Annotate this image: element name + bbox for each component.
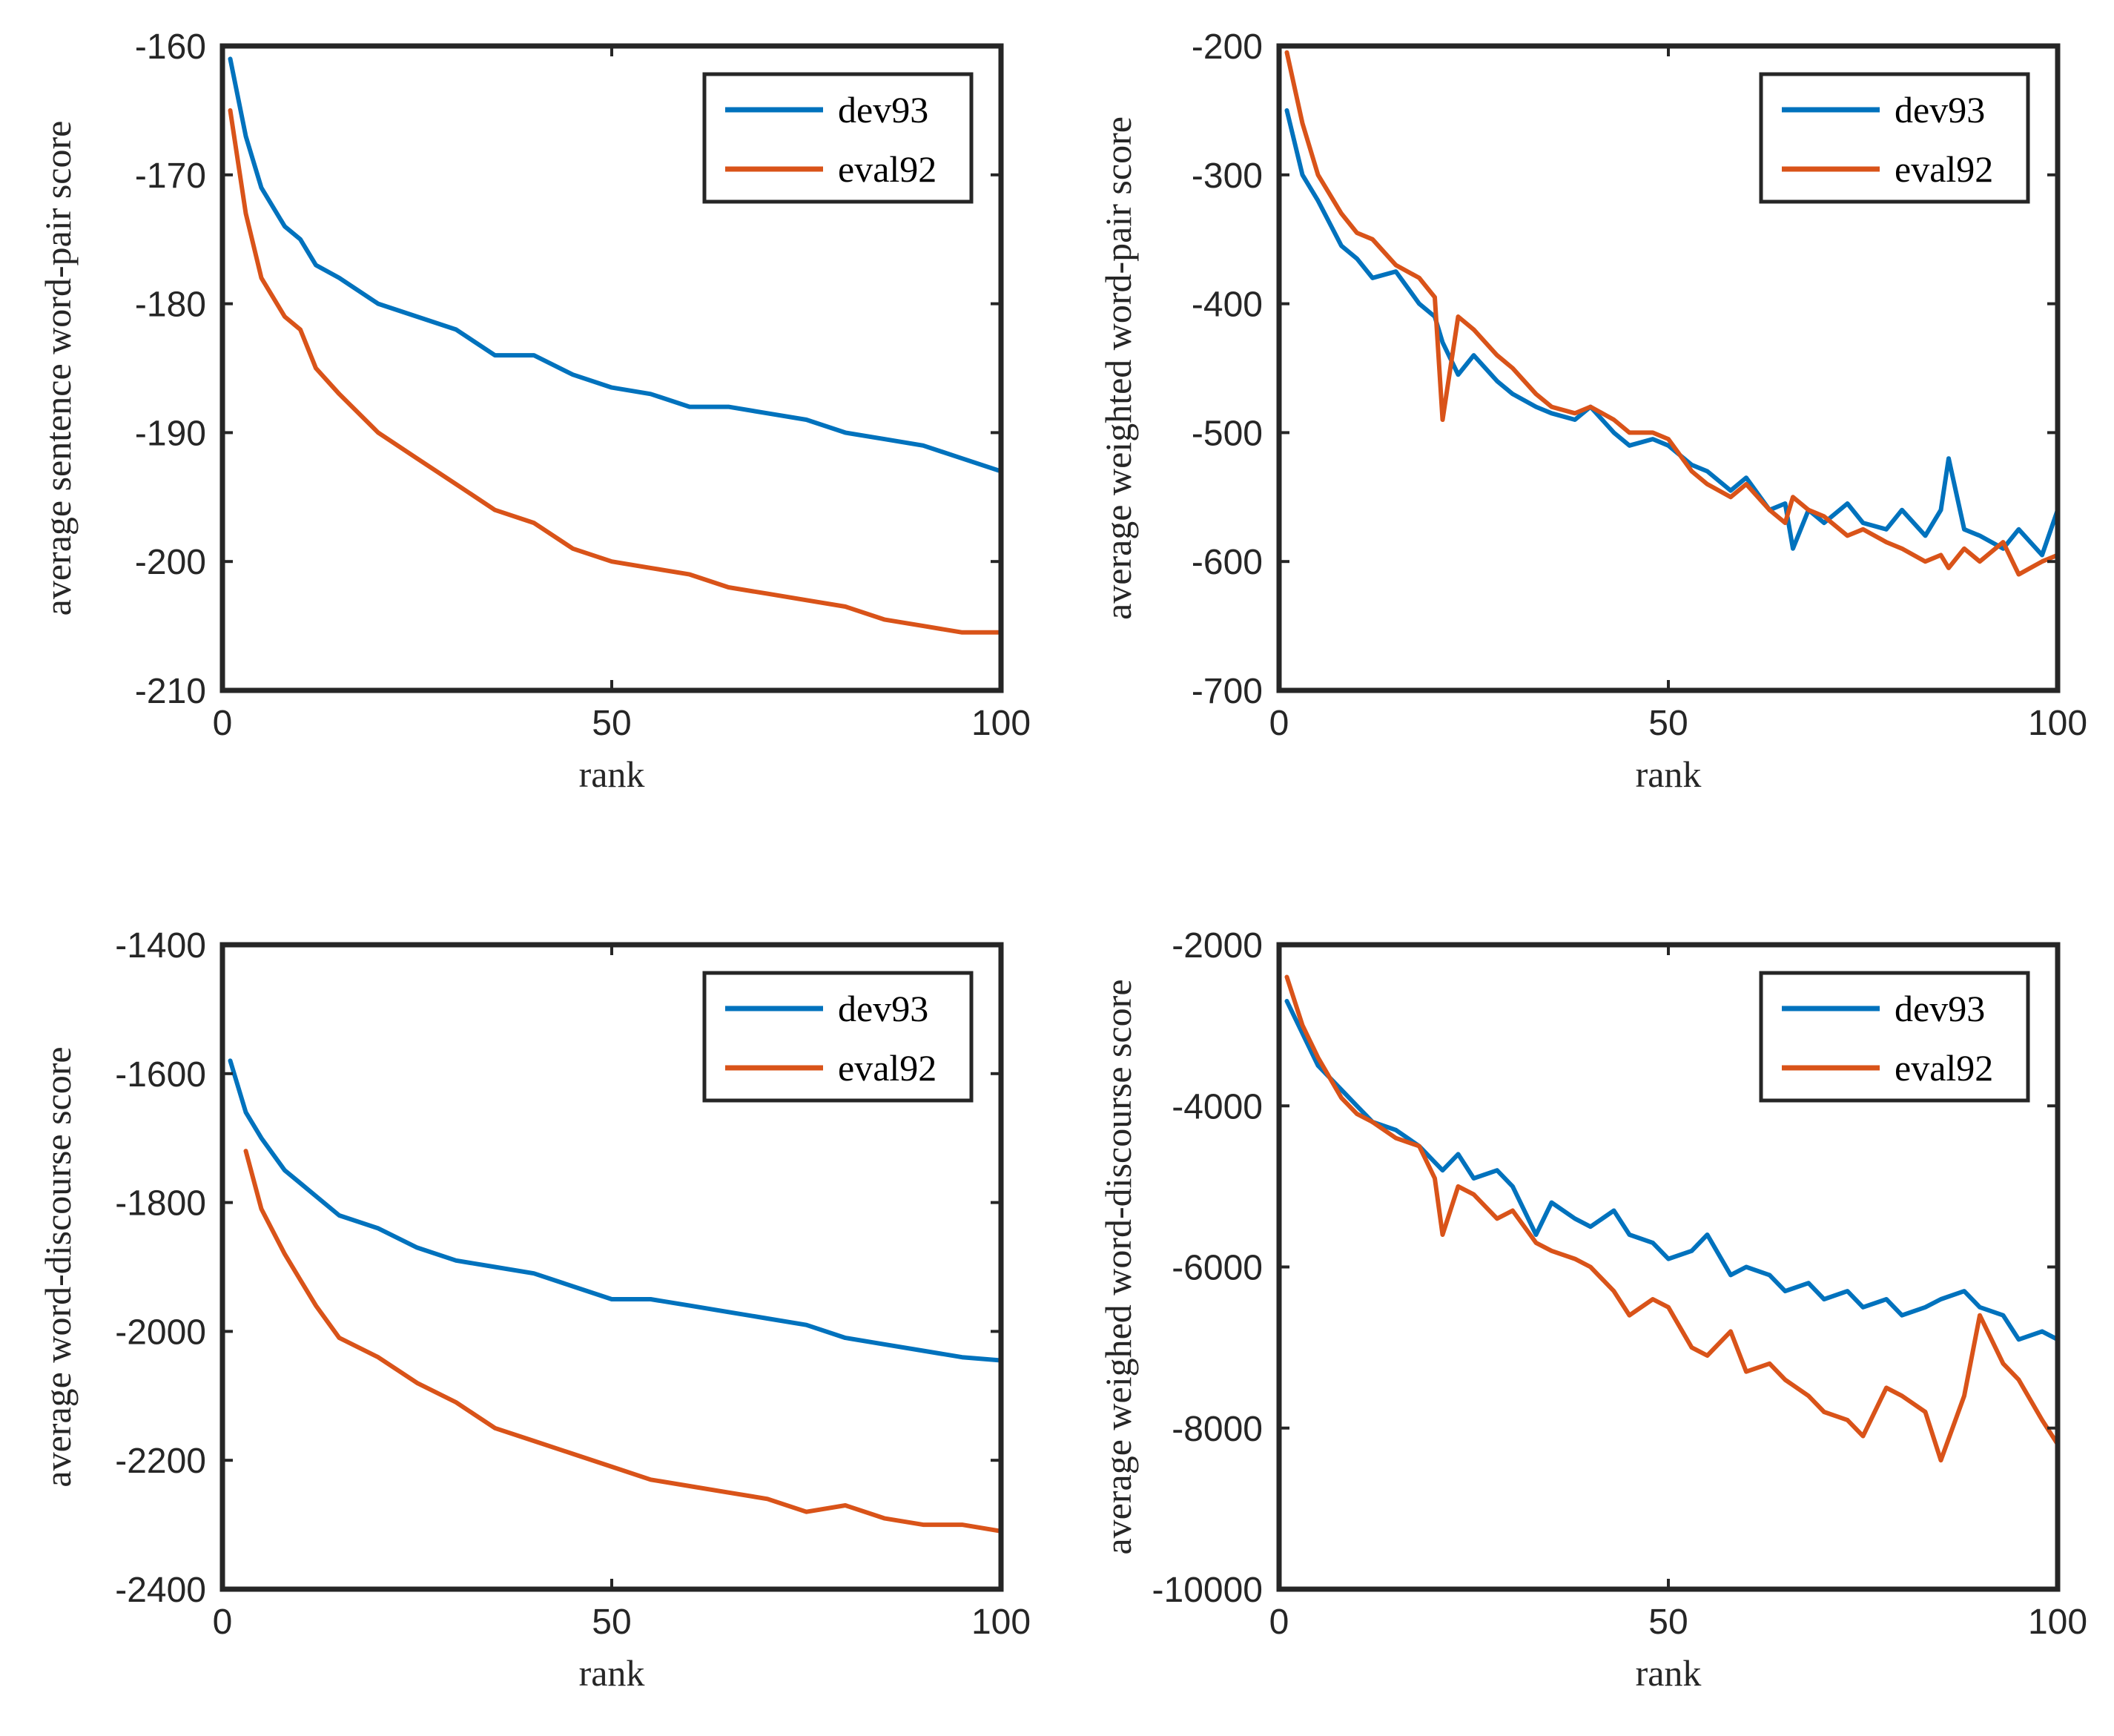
y-axis-label: average weighed word-discourse score bbox=[1097, 979, 1139, 1554]
x-tick-label: 100 bbox=[2028, 1603, 2087, 1642]
y-tick-label: -2000 bbox=[1172, 926, 1263, 966]
y-tick-label: -200 bbox=[1192, 27, 1263, 67]
y-tick-label: -1600 bbox=[115, 1055, 206, 1095]
y-tick-label: -160 bbox=[135, 27, 206, 67]
x-tick-label: 50 bbox=[1648, 704, 1688, 743]
y-tick-label: -2400 bbox=[115, 1571, 206, 1610]
y-tick-label: -210 bbox=[135, 672, 206, 711]
x-tick-label: 50 bbox=[1648, 1603, 1688, 1642]
x-tick-label: 0 bbox=[213, 704, 233, 743]
x-tick-label: 100 bbox=[971, 704, 1031, 743]
x-tick-label: 0 bbox=[1269, 1603, 1289, 1642]
series-group bbox=[228, 1058, 1001, 1534]
legend-label-dev93: dev93 bbox=[1895, 988, 1985, 1029]
series-group bbox=[228, 56, 1001, 635]
legend-label-dev93: dev93 bbox=[838, 89, 928, 131]
y-tick-label: -180 bbox=[135, 286, 206, 325]
x-tick-label: 50 bbox=[592, 1603, 631, 1642]
x-axis-label: rank bbox=[1636, 1652, 1702, 1694]
series-group bbox=[1284, 974, 2058, 1463]
x-tick-label: 100 bbox=[971, 1603, 1031, 1642]
x-axis-label: rank bbox=[579, 753, 645, 795]
legend-label-dev93: dev93 bbox=[1895, 89, 1985, 131]
y-tick-label: -4000 bbox=[1172, 1087, 1263, 1126]
y-tick-label: -200 bbox=[135, 543, 206, 582]
series-group bbox=[1284, 50, 2058, 577]
legend: dev93 eval92 bbox=[1759, 971, 2030, 1103]
y-tick-label: -700 bbox=[1192, 672, 1263, 711]
series-line-dev93 bbox=[228, 1058, 1001, 1363]
y-tick-label: -1800 bbox=[115, 1184, 206, 1224]
y-axis-label: average sentence word-pair score bbox=[37, 121, 79, 616]
legend: dev93 eval92 bbox=[702, 72, 974, 204]
legend-box bbox=[702, 72, 974, 204]
y-tick-label: -190 bbox=[135, 414, 206, 453]
y-tick-label: -10000 bbox=[1152, 1571, 1263, 1610]
y-tick-label: -6000 bbox=[1172, 1249, 1263, 1288]
y-tick-label: -300 bbox=[1192, 156, 1263, 196]
chart-panel-3: 0 50 100 -1400 -1600 -1800 -2000 -2200 -2400 rank… bbox=[37, 926, 1031, 1694]
y-tick-label: -170 bbox=[135, 156, 206, 196]
legend-label-eval92: eval92 bbox=[1895, 148, 1993, 190]
legend: dev93 eval92 bbox=[1759, 72, 2030, 204]
y-tick-label: -8000 bbox=[1172, 1410, 1263, 1449]
y-tick-label: -2000 bbox=[115, 1313, 206, 1352]
x-axis-label: rank bbox=[579, 1652, 645, 1694]
chart-panel-2: 0 50 100 -200 -300 -400 -500 -600 -700 rank averag… bbox=[1097, 27, 2087, 795]
y-tick-label: -2200 bbox=[115, 1442, 206, 1481]
series-line-eval92 bbox=[228, 108, 1001, 635]
y-tick-label: -400 bbox=[1192, 286, 1263, 325]
legend-label-eval92: eval92 bbox=[838, 148, 937, 190]
series-line-eval92 bbox=[1284, 50, 2058, 577]
y-axis-label: average word-discourse score bbox=[37, 1046, 79, 1487]
series-line-eval92 bbox=[1284, 974, 2058, 1463]
x-axis-label: rank bbox=[1636, 753, 1702, 795]
series-line-eval92 bbox=[243, 1149, 1001, 1534]
legend-label-dev93: dev93 bbox=[838, 988, 928, 1029]
legend-box bbox=[702, 971, 974, 1103]
chart-panel-4: 0 50 100 -2000 -4000 -6000 -8000 -10000 rank aver… bbox=[1097, 926, 2087, 1694]
legend-box bbox=[1759, 971, 2030, 1103]
x-tick-label: 50 bbox=[592, 704, 631, 743]
legend: dev93 eval92 bbox=[702, 971, 974, 1103]
y-tick-label: -1400 bbox=[115, 926, 206, 966]
x-tick-label: 0 bbox=[1269, 704, 1289, 743]
legend-label-eval92: eval92 bbox=[1895, 1047, 1993, 1089]
y-tick-label: -500 bbox=[1192, 414, 1263, 453]
x-tick-label: 0 bbox=[213, 1603, 233, 1642]
chart-panel-1: 0 50 100 -160 -170 -180 -190 -200 -210 rank averag… bbox=[37, 27, 1031, 795]
y-axis-label: average weighted word-pair score bbox=[1097, 116, 1139, 620]
y-tick-label: -600 bbox=[1192, 543, 1263, 582]
series-line-dev93 bbox=[228, 56, 1001, 474]
legend-label-eval92: eval92 bbox=[838, 1047, 937, 1089]
x-tick-label: 100 bbox=[2028, 704, 2087, 743]
legend-box bbox=[1759, 72, 2030, 204]
